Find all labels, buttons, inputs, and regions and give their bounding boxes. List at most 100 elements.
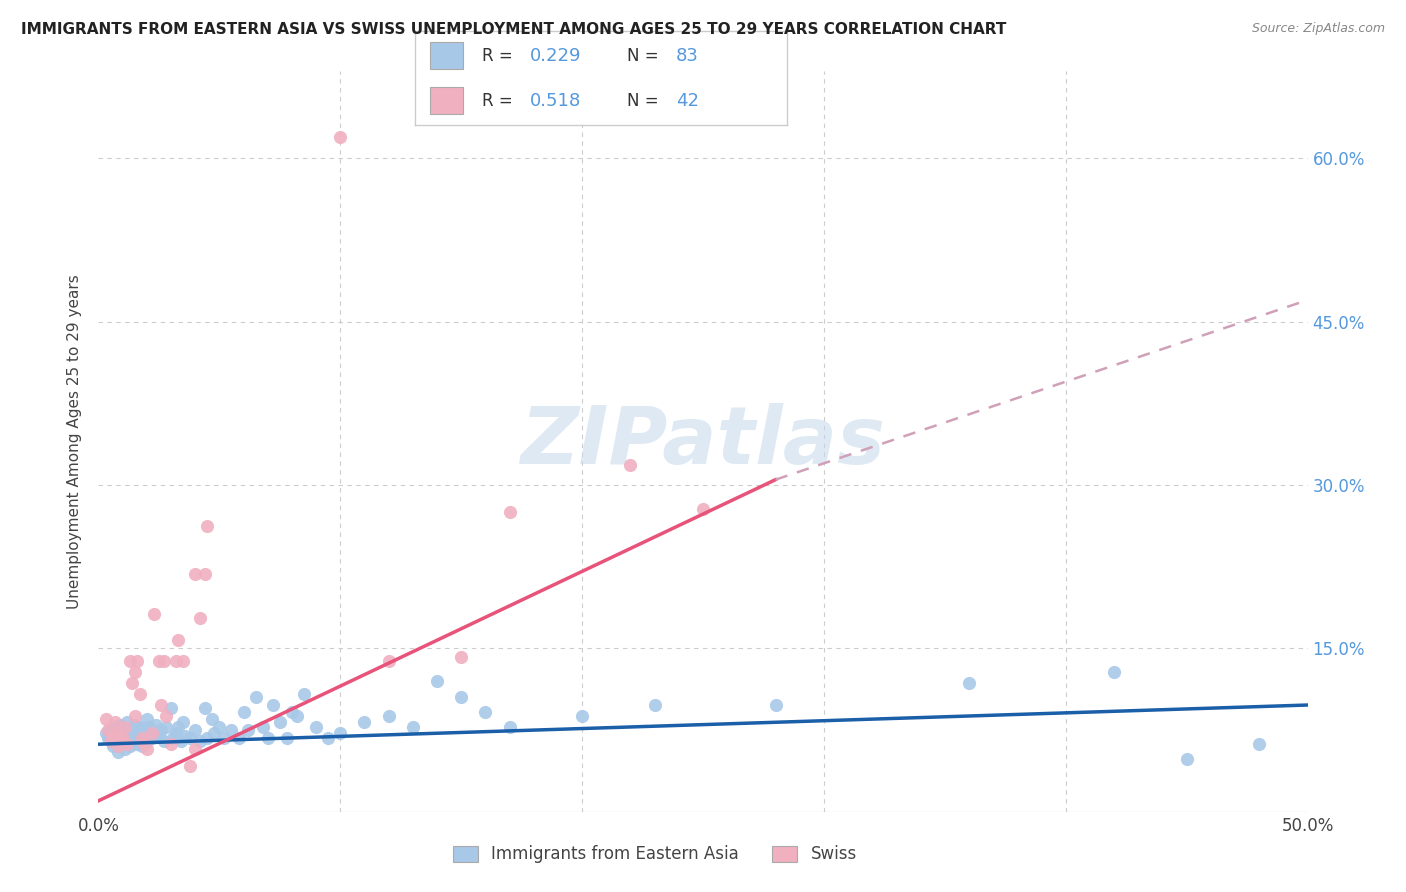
Point — [377, 655, 399, 669]
Text: R =: R = — [482, 92, 517, 110]
Point — [118, 655, 141, 669]
Point — [127, 726, 149, 740]
Point — [94, 712, 117, 726]
Point — [117, 715, 139, 730]
Point — [100, 723, 122, 737]
Point — [165, 726, 187, 740]
Point — [167, 720, 190, 734]
Text: 83: 83 — [676, 46, 699, 64]
Y-axis label: Unemployment Among Ages 25 to 29 years: Unemployment Among Ages 25 to 29 years — [67, 274, 83, 609]
Point — [188, 734, 211, 748]
Point — [208, 720, 231, 734]
Point — [194, 701, 217, 715]
Point — [94, 726, 117, 740]
Point — [127, 737, 149, 751]
Point — [245, 690, 267, 705]
Point — [155, 720, 177, 734]
Point — [232, 705, 254, 719]
Point — [148, 729, 170, 743]
Point — [172, 715, 194, 730]
Point — [765, 698, 787, 712]
Point — [160, 701, 183, 715]
Bar — [430, 43, 463, 69]
Point — [194, 567, 217, 582]
Point — [195, 731, 218, 745]
Text: R =: R = — [482, 46, 517, 64]
Legend: Immigrants from Eastern Asia, Swiss: Immigrants from Eastern Asia, Swiss — [446, 838, 863, 870]
Point — [184, 741, 207, 756]
Point — [228, 731, 250, 745]
Point — [143, 607, 166, 621]
Point — [128, 734, 150, 748]
Point — [402, 720, 425, 734]
Point — [174, 729, 197, 743]
Point — [131, 729, 153, 743]
Point — [238, 723, 260, 737]
Point — [150, 723, 173, 737]
Point — [121, 734, 143, 748]
Point — [152, 655, 174, 669]
Point — [1249, 737, 1271, 751]
Point — [179, 731, 201, 745]
Point — [117, 731, 139, 745]
Point — [100, 734, 122, 748]
Text: 0.229: 0.229 — [530, 46, 582, 64]
Point — [155, 709, 177, 723]
Point — [184, 723, 207, 737]
Point — [108, 717, 131, 731]
Point — [134, 737, 156, 751]
Point — [145, 717, 167, 731]
Point — [619, 458, 641, 473]
Point — [127, 655, 149, 669]
Point — [101, 739, 124, 754]
Point — [692, 502, 714, 516]
Point — [138, 720, 160, 734]
Point — [97, 731, 120, 745]
Point — [104, 720, 127, 734]
Point — [316, 731, 339, 745]
Point — [121, 723, 143, 737]
Point — [131, 731, 153, 745]
Point — [353, 715, 375, 730]
Point — [124, 709, 146, 723]
Point — [108, 734, 131, 748]
Point — [377, 709, 399, 723]
Point — [162, 731, 184, 745]
Point — [107, 745, 129, 759]
Bar — [430, 87, 463, 113]
Point — [165, 655, 187, 669]
Point — [292, 687, 315, 701]
Point — [107, 739, 129, 754]
Point — [114, 720, 136, 734]
Point — [107, 726, 129, 740]
Point — [285, 709, 308, 723]
Point — [135, 741, 157, 756]
Point — [269, 715, 291, 730]
Point — [141, 726, 163, 740]
Point — [104, 734, 127, 748]
Point — [128, 720, 150, 734]
Point — [426, 674, 449, 689]
Point — [188, 611, 211, 625]
Point — [150, 698, 173, 712]
Point — [498, 720, 520, 734]
Point — [114, 741, 136, 756]
Point — [111, 731, 134, 745]
Text: N =: N = — [627, 46, 664, 64]
Point — [117, 737, 139, 751]
Point — [124, 665, 146, 680]
Point — [195, 519, 218, 533]
Point — [644, 698, 666, 712]
Point — [450, 690, 472, 705]
Point — [329, 726, 352, 740]
Point — [167, 632, 190, 647]
Point — [329, 129, 352, 144]
Point — [128, 687, 150, 701]
Point — [474, 705, 496, 719]
Point — [134, 723, 156, 737]
Point — [107, 729, 129, 743]
Point — [118, 739, 141, 754]
Point — [152, 734, 174, 748]
Point — [111, 723, 134, 737]
Point — [179, 759, 201, 773]
